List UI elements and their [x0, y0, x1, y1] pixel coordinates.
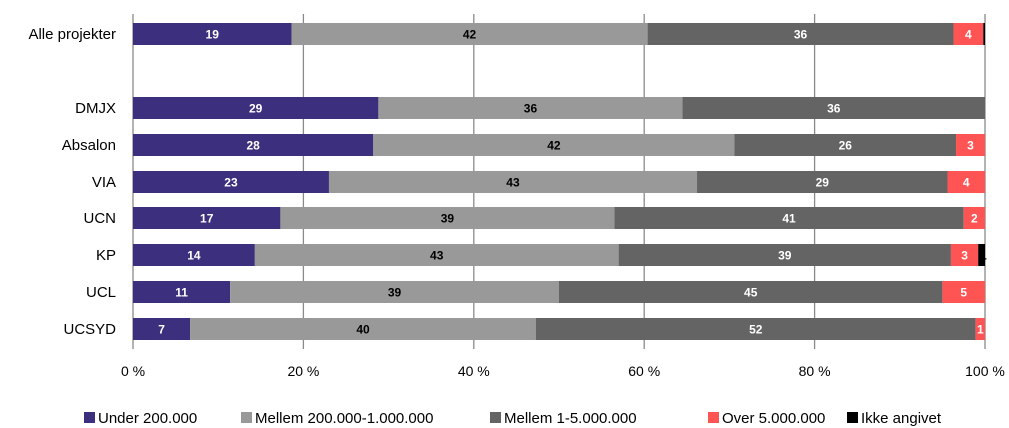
data-label: 43	[430, 249, 444, 263]
data-label: 45	[744, 286, 758, 300]
bar-segment	[133, 171, 329, 193]
data-label: 28	[246, 139, 260, 153]
x-tick-label: 0 %	[121, 363, 145, 379]
data-label: 29	[816, 176, 830, 190]
data-label: 3	[967, 139, 974, 153]
data-label: 11	[175, 286, 188, 300]
bar-segment	[682, 97, 985, 119]
category-label: DMJX	[75, 100, 116, 117]
legend-label: Mellem 1-5.000.000	[504, 410, 637, 427]
bar-segment	[983, 23, 985, 45]
data-label: 41	[782, 212, 796, 226]
legend-swatch	[847, 412, 858, 423]
data-label: 14	[187, 249, 201, 263]
bar-segment	[953, 23, 984, 45]
bar-segment	[328, 171, 698, 193]
data-label: 52	[749, 323, 763, 337]
category-label: UCSYD	[63, 321, 116, 338]
data-label: 39	[778, 249, 792, 263]
legend-swatch	[241, 412, 252, 423]
bar-segment	[978, 244, 985, 266]
legend-label: Ikke angivet	[861, 410, 942, 427]
bar-segment	[947, 171, 985, 193]
category-label: Absalon	[62, 137, 116, 154]
bar-segment	[133, 318, 191, 340]
data-label: 39	[441, 212, 455, 226]
bar-segment	[373, 134, 735, 156]
bar-segment	[559, 281, 943, 303]
legend-swatch	[84, 412, 95, 423]
category-label: VIA	[92, 174, 116, 191]
data-label: 7	[158, 323, 165, 337]
data-label: 36	[827, 102, 841, 116]
data-label: 42	[547, 139, 561, 153]
category-label: KP	[96, 247, 116, 264]
data-label: 36	[524, 102, 538, 116]
category-label: Alle projekter	[28, 26, 116, 43]
data-label: 1	[977, 323, 984, 337]
legend-label: Mellem 200.000-1.000.000	[255, 410, 433, 427]
bar-segment	[535, 318, 976, 340]
data-label: 4	[965, 28, 972, 42]
data-label: 17	[200, 212, 214, 226]
bar-segment	[734, 134, 957, 156]
data-label: 5	[960, 286, 967, 300]
data-label: 4	[963, 176, 970, 190]
x-tick-label: 20 %	[287, 363, 319, 379]
bar-segment	[133, 134, 374, 156]
data-label: 23	[224, 176, 238, 190]
legend-swatch	[708, 412, 719, 423]
bar-segment	[647, 23, 954, 45]
bar-segment	[133, 97, 379, 119]
legend-label: Over 5.000.000	[722, 410, 825, 427]
bar-segment	[190, 318, 536, 340]
bar-segment	[963, 207, 985, 229]
legend-swatch	[490, 412, 501, 423]
x-tick-label: 40 %	[458, 363, 490, 379]
data-label: 3	[961, 249, 968, 263]
bar-segment	[956, 134, 985, 156]
data-label: 19	[206, 28, 220, 42]
bar-segment	[133, 281, 231, 303]
bar-segment	[950, 244, 979, 266]
bar-segment	[975, 318, 985, 340]
x-tick-label: 100 %	[965, 363, 1005, 379]
data-label: 42	[463, 28, 477, 42]
bar-segment	[614, 207, 964, 229]
bar-segment	[291, 23, 648, 45]
bar-segment	[254, 244, 619, 266]
bar-segment	[942, 281, 985, 303]
bar-segment	[133, 207, 281, 229]
legend-label: Under 200.000	[98, 410, 197, 427]
data-label: 1	[980, 249, 987, 263]
data-label: 40	[356, 323, 370, 337]
x-tick-label: 60 %	[628, 363, 660, 379]
bar-segment	[697, 171, 948, 193]
bar-segment	[230, 281, 560, 303]
data-label: 43	[506, 176, 520, 190]
bar-segment	[280, 207, 615, 229]
x-tick-label: 80 %	[799, 363, 831, 379]
category-label: UCL	[86, 284, 116, 301]
data-label: 29	[249, 102, 263, 116]
bar-segment	[378, 97, 683, 119]
data-label: 36	[794, 28, 808, 42]
data-label: 39	[388, 286, 402, 300]
data-label: 26	[839, 139, 853, 153]
category-label: UCN	[84, 210, 117, 227]
bar-segment	[618, 244, 951, 266]
bar-segment	[133, 23, 292, 45]
bar-segment	[133, 244, 255, 266]
data-label: 2	[971, 212, 978, 226]
